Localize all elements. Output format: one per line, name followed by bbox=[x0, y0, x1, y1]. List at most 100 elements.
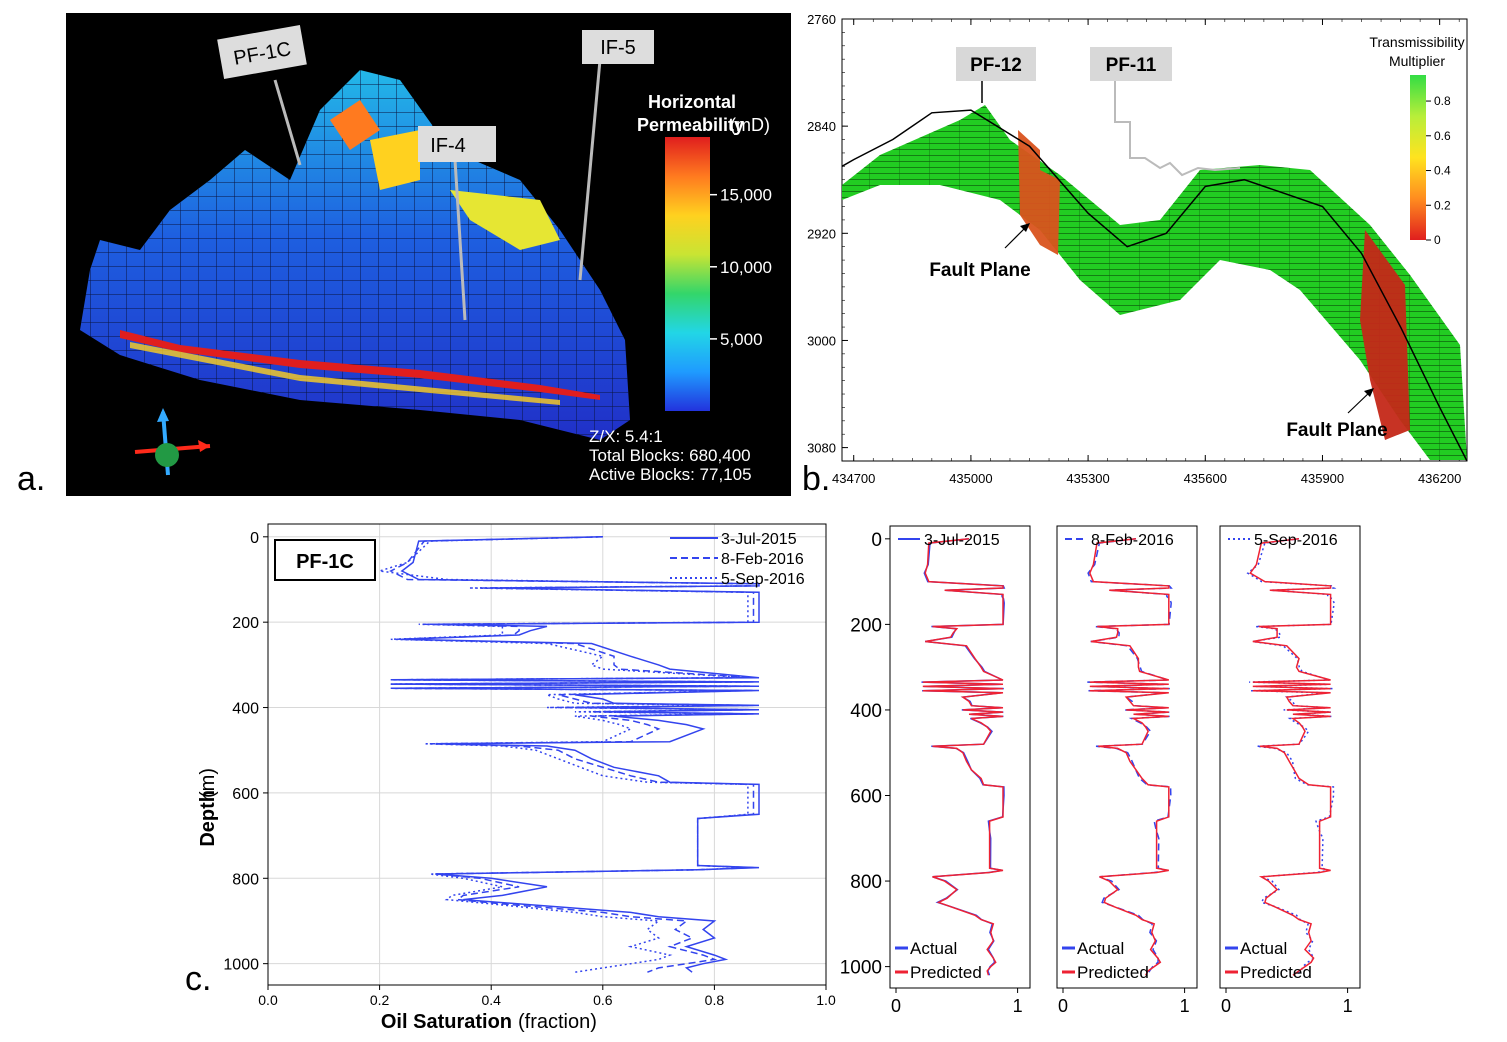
svg-text:3-Jul-2015: 3-Jul-2015 bbox=[721, 531, 797, 548]
small-legend-date: 8-Feb-2016 bbox=[1091, 532, 1174, 549]
fault-annotation-1: Fault Plane bbox=[929, 223, 1031, 281]
well-label-if5: IF-5 bbox=[582, 30, 654, 64]
main-axis-labels: Oil Saturation (fraction) Depth (m) bbox=[197, 768, 597, 1033]
x-tick-label: 435000 bbox=[949, 471, 992, 486]
x-tick-label: 0.8 bbox=[705, 992, 725, 1008]
svg-text:(fraction): (fraction) bbox=[518, 1011, 597, 1033]
small-x-tick-label: 1 bbox=[1013, 996, 1023, 1016]
info-total-blocks: Total Blocks: 680,400 bbox=[589, 446, 751, 465]
y-tick-label: 1000 bbox=[223, 957, 259, 974]
x-tick-label: 1.0 bbox=[816, 992, 836, 1008]
colorbar-tick-label: 5,000 bbox=[720, 330, 763, 349]
well-label-box: PF-1C bbox=[274, 539, 376, 581]
y-tick-label: 800 bbox=[232, 871, 259, 888]
x-tick-label: 434700 bbox=[832, 471, 875, 486]
small-legend-date: 5-Sep-2016 bbox=[1254, 532, 1338, 549]
fault-annotation-2: Fault Plane bbox=[1286, 388, 1388, 441]
y-tick-label: 0 bbox=[250, 530, 259, 547]
svg-text:IF-4: IF-4 bbox=[430, 135, 466, 157]
svg-text:Fault Plane: Fault Plane bbox=[929, 260, 1030, 281]
colorbar-tick-label: 0.6 bbox=[1434, 129, 1451, 143]
small-multiples: 0 1 0 200 400 600 800 1000 3-Jul-2015 Actual Predi… bbox=[840, 525, 1361, 1016]
svg-text:Fault Plane: Fault Plane bbox=[1286, 420, 1387, 441]
y-tick-label: 2920 bbox=[807, 226, 836, 241]
predicted-line bbox=[1088, 538, 1170, 976]
axis-triad-icon bbox=[134, 408, 211, 476]
small-y-tick-label: 600 bbox=[850, 787, 882, 808]
y-tick-label: 3080 bbox=[807, 441, 836, 456]
small-plot-2: 0 1 8-Feb-2016 Actual Predicted bbox=[1056, 525, 1198, 1016]
series-line-5-Sep-2016 bbox=[379, 536, 749, 973]
colorbar-tick-label: 0.4 bbox=[1434, 164, 1451, 178]
transmissibility-colorbar: Transmissibility Multiplier 0.8 0.6 0.4 0.2… bbox=[1369, 34, 1464, 247]
colorbar-gradient bbox=[665, 137, 710, 411]
legend-actual-label: Actual bbox=[1077, 939, 1124, 958]
small-frame bbox=[1219, 525, 1361, 989]
colorbar-tick-label: 0.2 bbox=[1434, 198, 1451, 212]
plot-frame bbox=[267, 523, 827, 986]
y-tick-label: 2760 bbox=[807, 12, 836, 27]
small-y-tick-label: 0 bbox=[871, 530, 882, 551]
colorbar-title-line1: Transmissibility bbox=[1369, 34, 1464, 50]
x-tick-label: 0.2 bbox=[370, 992, 390, 1008]
small-x-tick-label: 0 bbox=[1221, 996, 1231, 1016]
legend-actual-label: Actual bbox=[910, 939, 957, 958]
y-tick-label: 200 bbox=[232, 615, 259, 632]
colorbar-gradient bbox=[1410, 75, 1426, 240]
colorbar-title-line1: Horizontal bbox=[648, 92, 736, 112]
legend-predicted-label: Predicted bbox=[1077, 963, 1149, 982]
y-tick-label: 400 bbox=[232, 701, 259, 718]
small-y-tick-label: 400 bbox=[850, 701, 882, 722]
main-saturation-plot: 0.0 0.2 0.4 0.6 0.8 1.0 0 200 400 600 800 1000 bbox=[223, 523, 836, 1008]
legend-predicted-label: Predicted bbox=[1240, 963, 1312, 982]
info-active-blocks: Active Blocks: 77,105 bbox=[589, 465, 752, 484]
colorbar-title-bold: Permeability bbox=[637, 115, 744, 135]
main-legend: 3-Jul-2015 8-Feb-2016 5-Sep-2016 bbox=[670, 531, 805, 588]
predicted-line bbox=[1249, 538, 1332, 976]
reservoir-model-3d bbox=[80, 70, 630, 440]
small-plot-3: 0 1 5-Sep-2016 Actual Predicted bbox=[1219, 525, 1361, 1016]
svg-text:PF-11: PF-11 bbox=[1106, 55, 1157, 76]
panel-letter-b: b. bbox=[802, 460, 831, 498]
horizon-line bbox=[841, 109, 1468, 462]
colorbar-tick-label: 0.8 bbox=[1434, 94, 1451, 108]
colorbar-title-unit: (mD) bbox=[730, 115, 770, 135]
small-frame bbox=[1056, 525, 1198, 989]
panel-letter-c: c. bbox=[185, 960, 212, 998]
x-tick-label: 436200 bbox=[1418, 471, 1461, 486]
model-info: Z/X: 5.4:1 Total Blocks: 680,400 Active … bbox=[589, 427, 752, 484]
x-tick-label: 435300 bbox=[1066, 471, 1109, 486]
small-legend-date: 3-Jul-2015 bbox=[924, 532, 1000, 549]
small-plot-1: 0 1 0 200 400 600 800 1000 3-Jul-2015 Actual Predi… bbox=[840, 525, 1031, 1016]
small-x-tick-label: 0 bbox=[891, 996, 901, 1016]
well-lines bbox=[273, 59, 602, 321]
well-pf12: PF-12 bbox=[956, 47, 1036, 103]
small-x-tick-label: 1 bbox=[1343, 996, 1353, 1016]
svg-text:8-Feb-2016: 8-Feb-2016 bbox=[721, 551, 804, 568]
svg-text:Oil Saturation: Oil Saturation bbox=[381, 1011, 512, 1033]
y-tick-label: 3000 bbox=[807, 333, 836, 348]
small-frame bbox=[889, 525, 1031, 989]
x-tick-label: 435900 bbox=[1301, 471, 1344, 486]
small-x-tick-label: 1 bbox=[1180, 996, 1190, 1016]
small-y-tick-label: 200 bbox=[850, 615, 882, 636]
plot-frame-border bbox=[267, 523, 827, 986]
colorbar-tick-label: 10,000 bbox=[720, 258, 772, 277]
colorbar-tick-label: 15,000 bbox=[720, 186, 772, 205]
svg-text:(m): (m) bbox=[197, 768, 219, 798]
well-pf11: PF-11 bbox=[1090, 47, 1241, 177]
predicted-line bbox=[922, 538, 1004, 976]
actual-line bbox=[1246, 538, 1337, 976]
svg-text:IF-5: IF-5 bbox=[600, 37, 636, 59]
y-tick-label: 2840 bbox=[807, 119, 836, 134]
panel-letter-a: a. bbox=[17, 460, 46, 498]
small-x-tick-label: 0 bbox=[1058, 996, 1068, 1016]
cross-section bbox=[841, 105, 1468, 462]
small-y-tick-label: 800 bbox=[850, 872, 882, 893]
x-tick-label: 0.6 bbox=[593, 992, 613, 1008]
legend-actual-label: Actual bbox=[1240, 939, 1287, 958]
x-tick-label: 0.0 bbox=[258, 992, 278, 1008]
